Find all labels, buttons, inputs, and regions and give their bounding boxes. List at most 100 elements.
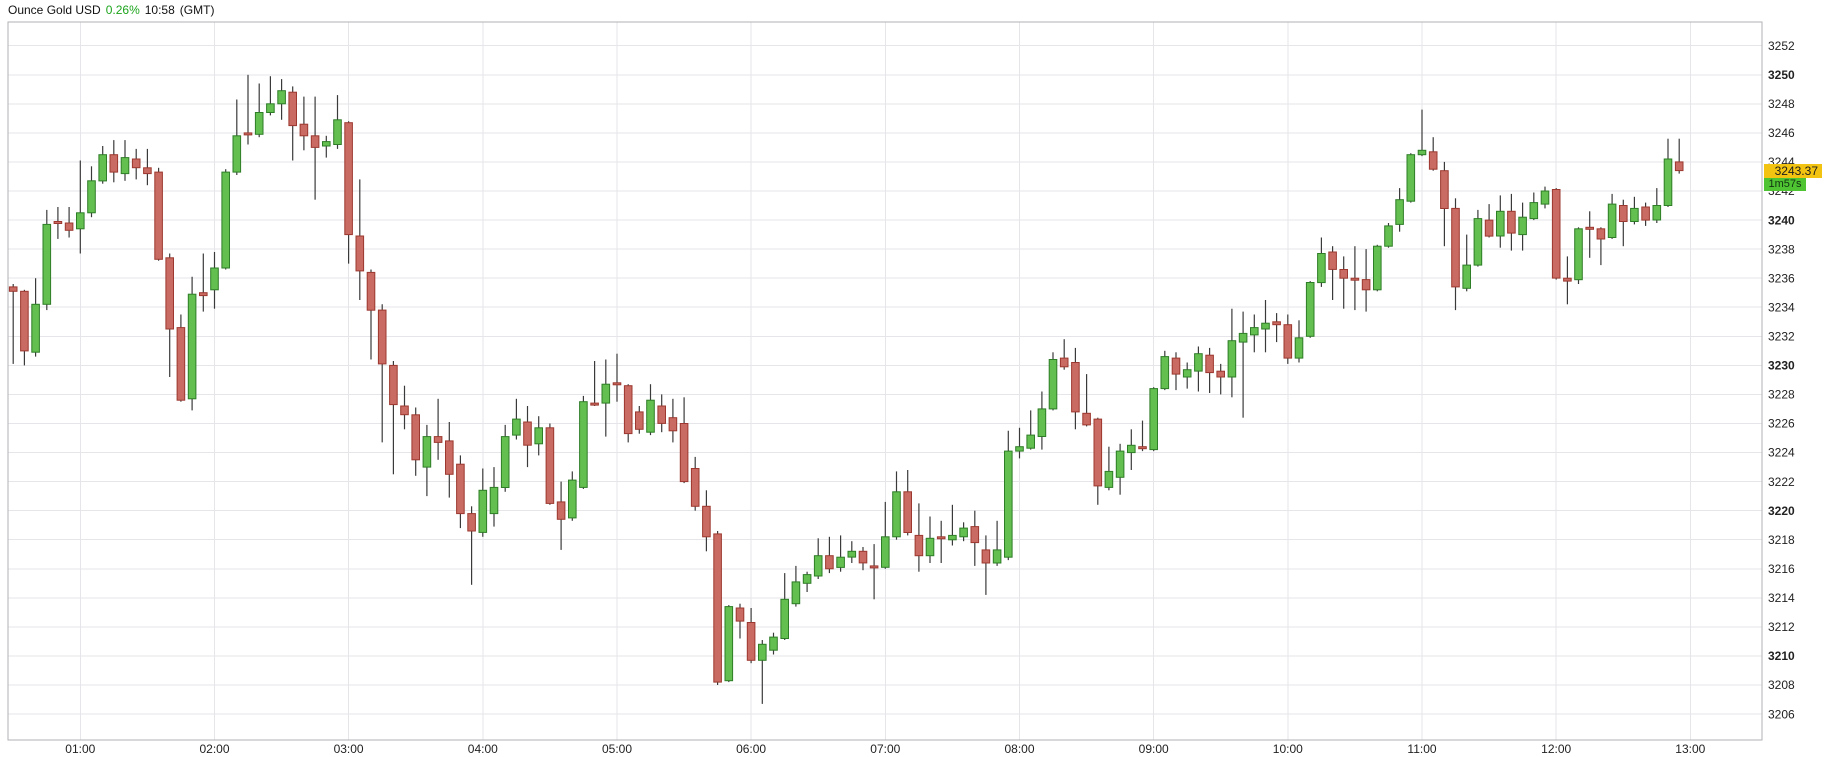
candle[interactable] bbox=[579, 395, 588, 489]
candle[interactable] bbox=[109, 140, 119, 183]
candle[interactable] bbox=[1004, 430, 1013, 561]
candle[interactable] bbox=[1350, 246, 1360, 311]
candle[interactable] bbox=[1261, 300, 1270, 353]
candle[interactable] bbox=[791, 565, 801, 607]
candle[interactable] bbox=[322, 135, 331, 158]
candle[interactable] bbox=[500, 424, 510, 492]
candle[interactable] bbox=[1663, 138, 1673, 207]
candle[interactable] bbox=[288, 86, 297, 161]
candle[interactable] bbox=[1585, 211, 1595, 258]
candle[interactable] bbox=[266, 76, 275, 116]
candle[interactable] bbox=[210, 252, 219, 309]
candle[interactable] bbox=[1428, 137, 1438, 171]
candle[interactable] bbox=[724, 605, 734, 683]
candle[interactable] bbox=[1406, 153, 1416, 203]
candle[interactable] bbox=[679, 397, 689, 484]
candle[interactable] bbox=[545, 423, 555, 505]
candle[interactable] bbox=[1652, 188, 1662, 223]
candle[interactable] bbox=[1563, 256, 1572, 305]
candle[interactable] bbox=[489, 467, 499, 527]
candle[interactable] bbox=[713, 531, 722, 685]
candle[interactable] bbox=[892, 471, 901, 540]
candle[interactable] bbox=[176, 314, 186, 402]
candle[interactable] bbox=[1518, 202, 1527, 251]
candle[interactable] bbox=[1641, 202, 1650, 226]
candle[interactable] bbox=[467, 506, 476, 585]
candle[interactable] bbox=[42, 209, 52, 311]
candle[interactable] bbox=[333, 95, 342, 149]
candle[interactable] bbox=[1194, 346, 1203, 392]
candle[interactable] bbox=[1361, 249, 1371, 312]
candle[interactable] bbox=[612, 353, 622, 402]
candle[interactable] bbox=[936, 520, 946, 563]
candle[interactable] bbox=[802, 571, 812, 592]
candle[interactable] bbox=[277, 79, 286, 120]
candle[interactable] bbox=[1115, 443, 1125, 495]
candle[interactable] bbox=[31, 278, 40, 357]
candle[interactable] bbox=[1104, 446, 1114, 491]
candle[interactable] bbox=[1149, 387, 1159, 452]
candle[interactable] bbox=[1473, 209, 1483, 267]
candle[interactable] bbox=[568, 471, 577, 521]
candle[interactable] bbox=[881, 501, 890, 569]
candle[interactable] bbox=[1250, 314, 1259, 353]
candle[interactable] bbox=[400, 385, 409, 430]
candle[interactable] bbox=[914, 503, 924, 572]
candle[interactable] bbox=[1440, 161, 1449, 247]
candle[interactable] bbox=[512, 398, 521, 440]
candle[interactable] bbox=[970, 510, 980, 566]
candle[interactable] bbox=[1529, 192, 1539, 221]
candle[interactable] bbox=[344, 121, 353, 264]
candle[interactable] bbox=[76, 160, 85, 254]
candle[interactable] bbox=[243, 74, 253, 145]
candle[interactable] bbox=[221, 169, 230, 270]
candle[interactable] bbox=[1171, 352, 1181, 391]
candle[interactable] bbox=[1462, 234, 1472, 292]
candle[interactable] bbox=[1071, 347, 1080, 430]
candle[interactable] bbox=[1216, 363, 1226, 395]
candle[interactable] bbox=[1395, 188, 1404, 232]
candle[interactable] bbox=[1160, 350, 1170, 391]
candle[interactable] bbox=[1551, 188, 1561, 280]
candle[interactable] bbox=[310, 96, 320, 200]
candle[interactable] bbox=[601, 359, 611, 437]
candle[interactable] bbox=[556, 481, 566, 550]
candle[interactable] bbox=[1138, 420, 1147, 452]
candle[interactable] bbox=[523, 406, 532, 468]
candle[interactable] bbox=[1484, 204, 1494, 238]
time-axis[interactable]: 01:00 02:00 03:00 04:00 05:00 06:00 07:00 08:00… bbox=[65, 742, 1705, 756]
candle[interactable] bbox=[1205, 347, 1214, 393]
candle[interactable] bbox=[1227, 308, 1237, 398]
candle[interactable] bbox=[389, 361, 398, 475]
candle[interactable] bbox=[1015, 427, 1024, 459]
candle[interactable] bbox=[1317, 237, 1326, 287]
candle[interactable] bbox=[154, 167, 163, 261]
candle[interactable] bbox=[1373, 244, 1382, 292]
candle[interactable] bbox=[366, 269, 376, 360]
candle[interactable] bbox=[433, 398, 443, 460]
candle[interactable] bbox=[1496, 195, 1505, 248]
candle[interactable] bbox=[847, 541, 857, 563]
candle[interactable] bbox=[120, 140, 130, 181]
candle[interactable] bbox=[668, 398, 678, 443]
candle[interactable] bbox=[1384, 223, 1393, 248]
candle[interactable] bbox=[813, 538, 823, 579]
candle[interactable] bbox=[769, 632, 778, 655]
candle[interactable] bbox=[411, 407, 420, 476]
candle[interactable] bbox=[165, 253, 174, 378]
candle[interactable] bbox=[445, 422, 454, 498]
candle[interactable] bbox=[825, 536, 834, 574]
candle[interactable] bbox=[1294, 320, 1304, 363]
candle[interactable] bbox=[1127, 429, 1136, 470]
candle[interactable] bbox=[1283, 314, 1293, 364]
candle[interactable] bbox=[623, 384, 633, 443]
candle[interactable] bbox=[735, 603, 745, 639]
candle[interactable] bbox=[590, 361, 599, 406]
candle[interactable] bbox=[1619, 199, 1628, 247]
candle[interactable] bbox=[690, 456, 700, 511]
candle[interactable] bbox=[1328, 246, 1337, 300]
candle[interactable] bbox=[1451, 198, 1460, 311]
candle[interactable] bbox=[187, 276, 197, 411]
candle[interactable] bbox=[780, 573, 790, 640]
candle[interactable] bbox=[1059, 339, 1069, 370]
